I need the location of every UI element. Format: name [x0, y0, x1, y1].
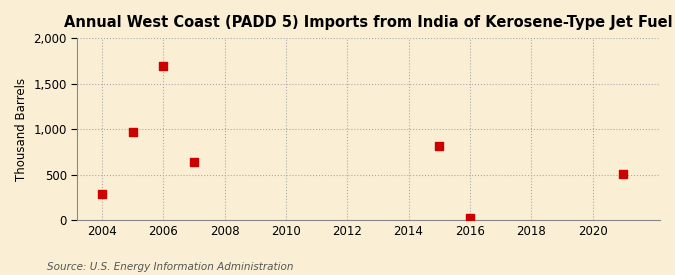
Point [188, 160, 199, 164]
Y-axis label: Thousand Barrels: Thousand Barrels [15, 78, 28, 181]
Text: Source: U.S. Energy Information Administration: Source: U.S. Energy Information Administ… [47, 262, 294, 272]
Point [158, 64, 169, 68]
Point [97, 192, 107, 196]
Point [127, 130, 138, 134]
Point [464, 216, 475, 221]
Point [434, 143, 445, 148]
Point [618, 172, 628, 176]
Title: Annual West Coast (PADD 5) Imports from India of Kerosene-Type Jet Fuel: Annual West Coast (PADD 5) Imports from … [64, 15, 673, 30]
